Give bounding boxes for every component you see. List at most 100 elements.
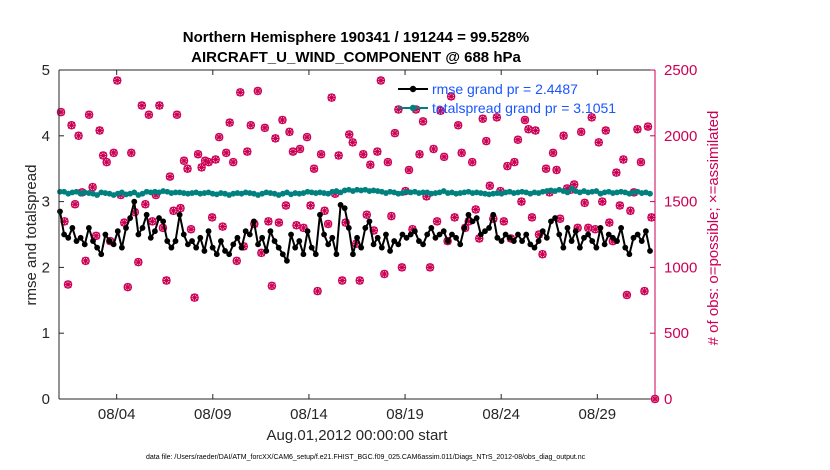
obs-count-marker <box>376 76 386 85</box>
obs-count-marker <box>601 126 611 135</box>
obs-count-marker <box>228 157 238 167</box>
obs-count-marker <box>344 130 354 139</box>
obs-count-marker <box>594 138 604 147</box>
obs-count-marker <box>485 181 495 191</box>
obs-count-marker <box>141 199 150 209</box>
obs-count-marker <box>56 107 66 117</box>
obs-count-marker <box>548 148 558 158</box>
y-axis-right-label: # of obs: o=possible; ×=assimilated <box>705 111 722 346</box>
x-tick-label: 08/29 <box>579 406 617 423</box>
rmse-point <box>539 228 546 235</box>
rmse-point <box>350 251 356 258</box>
rmse-point <box>486 225 492 231</box>
rmse-point <box>560 244 567 251</box>
spread-point <box>131 189 138 196</box>
rmse-point <box>477 231 484 238</box>
obs-count-marker <box>576 127 586 137</box>
rmse-point <box>543 234 550 241</box>
rmse-point <box>201 248 208 254</box>
y-right-tick-label: 1000 <box>664 259 697 276</box>
obs-count-marker <box>643 122 653 131</box>
rmse-point <box>329 234 336 241</box>
rmse-point <box>131 198 138 205</box>
obs-count-marker <box>390 128 400 138</box>
rmse-point <box>420 241 426 248</box>
rmse-point <box>638 238 645 244</box>
rmse-point <box>630 234 637 241</box>
obs-count-marker <box>102 157 111 167</box>
obs-count-marker <box>246 121 256 130</box>
obs-count-marker <box>137 101 147 110</box>
rmse-point <box>151 228 158 235</box>
spread-point <box>593 188 600 194</box>
legend-rmse-text: rmse grand pr = 2.4487 <box>432 81 578 97</box>
rmse-point <box>465 211 472 218</box>
rmse-point <box>176 211 183 218</box>
y-right-tick-label: 2500 <box>664 62 697 79</box>
y-left-tick-label: 0 <box>42 391 50 408</box>
rmse-point <box>428 225 435 231</box>
obs-count-marker <box>316 149 326 159</box>
obs-count-marker <box>323 219 333 229</box>
obs-count-marker <box>432 217 442 226</box>
obs-count-marker <box>313 286 322 296</box>
obs-count-marker <box>155 101 164 110</box>
obs-count-marker <box>503 161 512 171</box>
rmse-point <box>490 211 497 218</box>
rmse-point <box>73 238 80 244</box>
obs-count-marker <box>67 121 76 130</box>
rmse-point <box>548 218 554 225</box>
obs-count-marker <box>197 163 206 172</box>
obs-count-marker <box>193 149 203 159</box>
rmse-point <box>213 251 220 258</box>
obs-count-marker <box>513 135 523 144</box>
obs-count-marker <box>450 213 459 222</box>
obs-count-marker <box>633 124 642 134</box>
rmse-point <box>502 231 509 238</box>
rmse-point <box>90 238 96 244</box>
rmse-point <box>531 244 538 251</box>
obs-count-marker <box>221 148 231 158</box>
obs-count-marker <box>306 201 315 210</box>
obs-count-marker <box>260 123 270 133</box>
obs-count-marker <box>186 224 196 234</box>
obs-count-marker <box>253 86 263 96</box>
rmse-point <box>354 234 360 241</box>
spread-point <box>647 190 653 197</box>
rmse-point <box>77 234 84 241</box>
y-left-tick-label: 4 <box>42 128 50 145</box>
rmse-point <box>143 211 150 218</box>
obs-count-marker <box>418 117 428 126</box>
obs-count-marker <box>109 148 118 158</box>
x-tick-label: 08/04 <box>98 406 136 423</box>
obs-count-marker <box>337 276 347 285</box>
obs-count-marker <box>510 157 519 167</box>
obs-count-marker <box>640 286 649 296</box>
rmse-point <box>81 241 88 248</box>
obs-count-marker <box>211 155 220 164</box>
rmse-point <box>494 234 501 241</box>
obs-count-marker <box>183 164 192 173</box>
obs-count-marker <box>274 218 284 227</box>
rmse-point <box>473 215 480 221</box>
rmse-point <box>337 201 344 208</box>
rmse-point <box>267 228 274 235</box>
rmse-point <box>453 234 459 241</box>
rmse-point <box>164 238 171 244</box>
chart-title: Northern Hemisphere 190341 / 191244 = 99… <box>183 29 529 46</box>
obs-count-marker <box>359 149 368 159</box>
obs-count-marker <box>598 197 607 206</box>
rmse-point <box>498 238 505 244</box>
obs-count-marker <box>148 217 157 226</box>
x-tick-label: 08/19 <box>386 406 424 423</box>
obs-count-marker <box>169 206 178 216</box>
rmse-point <box>416 238 422 244</box>
rmse-point <box>510 238 517 244</box>
obs-count-marker <box>299 223 308 233</box>
rmse-point <box>626 251 633 258</box>
obs-count-marker <box>292 221 301 230</box>
obs-count-marker <box>467 157 477 167</box>
rmse-point <box>242 228 249 235</box>
rmse-point <box>622 244 629 251</box>
